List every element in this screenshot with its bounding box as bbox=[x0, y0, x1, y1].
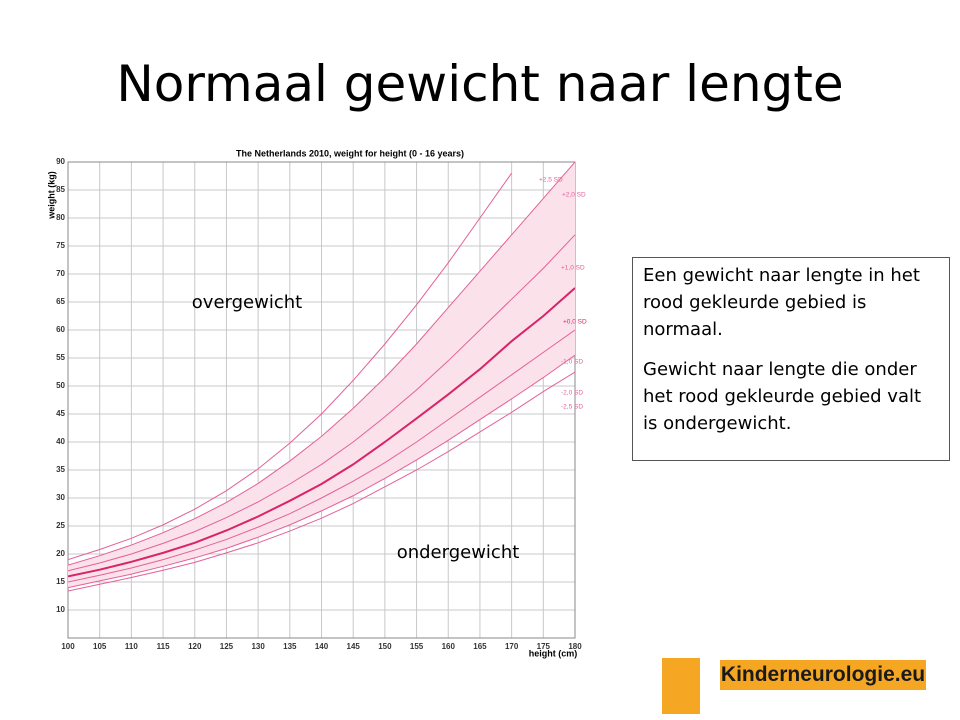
series-label: -2,0 SD bbox=[561, 390, 583, 397]
series-line bbox=[68, 371, 575, 592]
y-tick-label: 10 bbox=[56, 605, 65, 614]
y-axis-label: weight (kg) bbox=[46, 171, 56, 220]
x-tick-label: 140 bbox=[315, 642, 329, 651]
x-tick-label: 105 bbox=[93, 642, 107, 651]
series-line bbox=[68, 162, 575, 566]
y-tick-label: 25 bbox=[56, 521, 65, 530]
x-tick-label: 115 bbox=[157, 642, 170, 651]
series-label: +2,0 SD bbox=[562, 192, 586, 199]
logo-icon bbox=[662, 658, 700, 714]
paragraph: Een gewicht naar lengte in het rood gekl… bbox=[643, 265, 920, 340]
y-tick-label: 80 bbox=[56, 213, 65, 222]
x-axis-label: height (cm) bbox=[529, 648, 578, 658]
plot-frame bbox=[67, 161, 576, 639]
y-tick-label: 20 bbox=[56, 549, 65, 558]
logo: Kinderneurologie.eu bbox=[720, 660, 926, 690]
chart-title: The Netherlands 2010, weight for height … bbox=[236, 148, 464, 158]
x-tick-label: 155 bbox=[410, 642, 424, 651]
x-tick-label: 145 bbox=[347, 642, 361, 651]
x-tick-label: 160 bbox=[442, 642, 456, 651]
series-label: +1,0 SD bbox=[561, 265, 585, 272]
y-tick-label: 85 bbox=[56, 185, 65, 194]
y-tick-label: 15 bbox=[56, 577, 65, 586]
series-label: -1,0 SD bbox=[561, 359, 583, 366]
series-line bbox=[68, 354, 575, 589]
x-tick-label: 175 bbox=[537, 642, 551, 651]
series-label: -2,5 SD bbox=[561, 404, 583, 411]
x-tick-label: 135 bbox=[283, 642, 297, 651]
slide-title: Normaal gewicht naar lengte bbox=[116, 55, 844, 113]
y-tick-label: 40 bbox=[56, 437, 65, 446]
annotation: ondergewicht bbox=[397, 542, 520, 563]
x-tick-label: 150 bbox=[378, 642, 392, 651]
y-tick-label: 55 bbox=[56, 353, 65, 362]
y-tick-label: 50 bbox=[56, 381, 65, 390]
y-tick-label: 65 bbox=[56, 297, 65, 306]
series-label: +2,5 SD bbox=[539, 177, 563, 184]
paragraph: Gewicht naar lengte die onder het rood g… bbox=[643, 359, 922, 434]
x-tick-label: 110 bbox=[125, 642, 138, 651]
chart: 100 105 110 115 120 125 130 135 140 145 150 155 160 1… bbox=[46, 148, 587, 658]
series-line bbox=[68, 234, 575, 572]
y-tick-label: 35 bbox=[56, 465, 65, 474]
series-line bbox=[68, 329, 575, 583]
y-tick-label: 70 bbox=[56, 269, 65, 278]
text-box: Een gewicht naar lengte in het rood gekl… bbox=[632, 257, 950, 461]
series-label: +0,0 SD bbox=[563, 319, 587, 326]
x-tick-label: 100 bbox=[61, 642, 75, 651]
y-tick-label: 60 bbox=[56, 325, 65, 334]
x-tick-label: 120 bbox=[188, 642, 202, 651]
series-line bbox=[68, 287, 575, 578]
x-tick-label: 130 bbox=[251, 642, 265, 651]
x-tick-label: 170 bbox=[505, 642, 519, 651]
y-tick-label: 45 bbox=[56, 409, 65, 418]
y-tick-label: 90 bbox=[56, 157, 65, 166]
x-tick-label: 165 bbox=[473, 642, 487, 651]
x-tick-label: 125 bbox=[220, 642, 234, 651]
series-line bbox=[68, 172, 513, 561]
x-tick-label: 180 bbox=[568, 642, 582, 651]
annotation: overgewicht bbox=[192, 292, 302, 313]
y-tick-label: 75 bbox=[56, 241, 65, 250]
y-tick-label: 30 bbox=[56, 493, 65, 502]
